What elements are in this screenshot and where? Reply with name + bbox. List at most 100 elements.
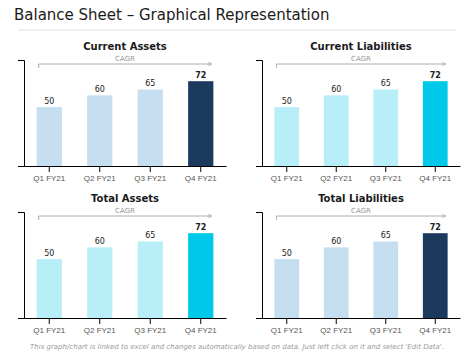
y-axis bbox=[18, 213, 25, 319]
x-tick: Q4 FY21 bbox=[419, 166, 452, 183]
x-tick-mark bbox=[49, 166, 50, 172]
bars bbox=[37, 233, 214, 318]
data-label: 50 bbox=[44, 249, 54, 258]
bar bbox=[37, 259, 62, 318]
y-axis bbox=[256, 61, 263, 167]
panel-title: Current Assets bbox=[83, 41, 167, 52]
data-label: 60 bbox=[95, 85, 105, 94]
x-tick-mark bbox=[286, 166, 287, 172]
x-axis: Q1 FY21 Q2 FY21 Q3 FY21 Q4 FY21 bbox=[25, 166, 227, 183]
x-tick-label: Q2 FY21 bbox=[320, 174, 353, 183]
cagr-bracket-tick bbox=[276, 216, 277, 220]
data-label: 65 bbox=[145, 79, 155, 88]
data-labels: 50606572 bbox=[44, 71, 206, 106]
y-axis-line bbox=[18, 213, 25, 319]
panel: Current Assets50606572Q1 FY21Q2 FY21Q3 F… bbox=[18, 41, 227, 183]
bars bbox=[274, 233, 447, 318]
bar bbox=[423, 233, 448, 318]
x-tick: Q3 FY21 bbox=[134, 166, 167, 183]
panel-title: Total Assets bbox=[91, 193, 159, 204]
panel-title: Current Liabilities bbox=[310, 41, 411, 52]
x-tick-mark bbox=[286, 318, 287, 324]
bar bbox=[188, 233, 213, 318]
main-title: Balance Sheet – Graphical Representation bbox=[14, 6, 329, 24]
x-tick-mark bbox=[336, 318, 337, 324]
x-tick: Q3 FY21 bbox=[370, 318, 403, 335]
panel: Total Assets50606572Q1 FY21Q2 FY21Q3 FY2… bbox=[18, 193, 227, 335]
x-tick-mark bbox=[435, 318, 436, 324]
data-label: 72 bbox=[195, 223, 206, 232]
data-label: 50 bbox=[44, 97, 54, 106]
x-tick-mark bbox=[49, 318, 50, 324]
x-tick-label: Q2 FY21 bbox=[84, 174, 117, 183]
data-labels: 50 60 65 72 bbox=[282, 71, 441, 106]
x-tick: Q1 FY21 bbox=[271, 318, 304, 335]
data-label: 60 bbox=[331, 237, 341, 246]
bar bbox=[423, 81, 448, 166]
x-tick-label: Q4 FY21 bbox=[419, 326, 452, 335]
x-axis: Q1 FY21 Q2 FY21 Q3 FY21 Q4 FY21 bbox=[263, 318, 461, 335]
bar bbox=[274, 259, 299, 318]
x-axis-line bbox=[25, 318, 227, 319]
bar bbox=[87, 95, 112, 166]
x-tick: Q2 FY21 bbox=[84, 166, 117, 183]
annotation: CAGR bbox=[351, 207, 371, 215]
bar bbox=[373, 89, 398, 166]
chart-root: Balance Sheet – Graphical Representation… bbox=[0, 0, 474, 355]
data-label: 50 bbox=[282, 249, 292, 258]
x-tick-mark bbox=[200, 166, 201, 172]
cagr-bracket bbox=[39, 216, 212, 217]
data-label: 65 bbox=[381, 79, 391, 88]
x-tick: Q2 FY21 bbox=[84, 318, 117, 335]
data-label: 60 bbox=[331, 85, 341, 94]
x-tick: Q3 FY21 bbox=[134, 318, 167, 335]
bar bbox=[188, 81, 213, 166]
x-tick: Q4 FY21 bbox=[185, 166, 218, 183]
cagr-bracket-tick bbox=[276, 64, 277, 68]
y-axis bbox=[18, 61, 25, 167]
annotation: CAGR bbox=[351, 55, 371, 63]
x-tick-mark bbox=[435, 166, 436, 172]
cagr-bracket bbox=[276, 64, 445, 65]
x-tick-label: Q1 FY21 bbox=[33, 326, 66, 335]
y-axis bbox=[256, 213, 263, 319]
x-tick-mark bbox=[99, 318, 100, 324]
x-tick-label: Q3 FY21 bbox=[134, 326, 167, 335]
data-label: 50 bbox=[282, 97, 292, 106]
bars bbox=[37, 81, 214, 166]
cagr-bracket-tick bbox=[38, 216, 39, 220]
cagr-bracket-tick bbox=[38, 64, 39, 68]
data-label: 72 bbox=[430, 71, 441, 80]
bar bbox=[138, 89, 163, 166]
x-tick-mark bbox=[336, 166, 337, 172]
x-axis: Q1 FY21 Q2 FY21 Q3 FY21 Q4 FY21 bbox=[25, 318, 227, 335]
x-axis-line bbox=[25, 166, 227, 167]
x-tick-label: Q1 FY21 bbox=[271, 174, 304, 183]
x-tick: Q2 FY21 bbox=[320, 318, 353, 335]
x-tick: Q4 FY21 bbox=[185, 318, 218, 335]
panel-title: Total Liabilities bbox=[318, 193, 404, 204]
cagr-bracket bbox=[39, 64, 212, 65]
x-tick-label: Q4 FY21 bbox=[185, 174, 218, 183]
x-tick: Q1 FY21 bbox=[33, 318, 66, 335]
x-axis-line bbox=[263, 166, 461, 167]
x-tick-label: Q2 FY21 bbox=[84, 326, 117, 335]
x-axis-line bbox=[263, 318, 461, 319]
data-label: 65 bbox=[145, 231, 155, 240]
bar bbox=[274, 107, 299, 166]
x-tick-mark bbox=[385, 318, 386, 324]
x-tick-mark bbox=[150, 318, 151, 324]
annotation: CAGR bbox=[115, 207, 135, 215]
panel: Total Liabilities50606572Q1 FY21Q2 FY21Q… bbox=[256, 193, 461, 335]
annotation: CAGR bbox=[115, 55, 135, 63]
x-tick: Q4 FY21 bbox=[419, 318, 452, 335]
x-tick-label: Q1 FY21 bbox=[271, 326, 304, 335]
x-tick: Q1 FY21 bbox=[33, 166, 66, 183]
x-tick: Q2 FY21 bbox=[320, 166, 353, 183]
y-axis-line bbox=[256, 61, 263, 167]
x-tick-label: Q3 FY21 bbox=[370, 174, 403, 183]
x-tick-label: Q3 FY21 bbox=[370, 326, 403, 335]
x-tick-label: Q4 FY21 bbox=[419, 174, 452, 183]
x-tick-label: Q4 FY21 bbox=[185, 326, 218, 335]
data-label: 72 bbox=[430, 223, 441, 232]
